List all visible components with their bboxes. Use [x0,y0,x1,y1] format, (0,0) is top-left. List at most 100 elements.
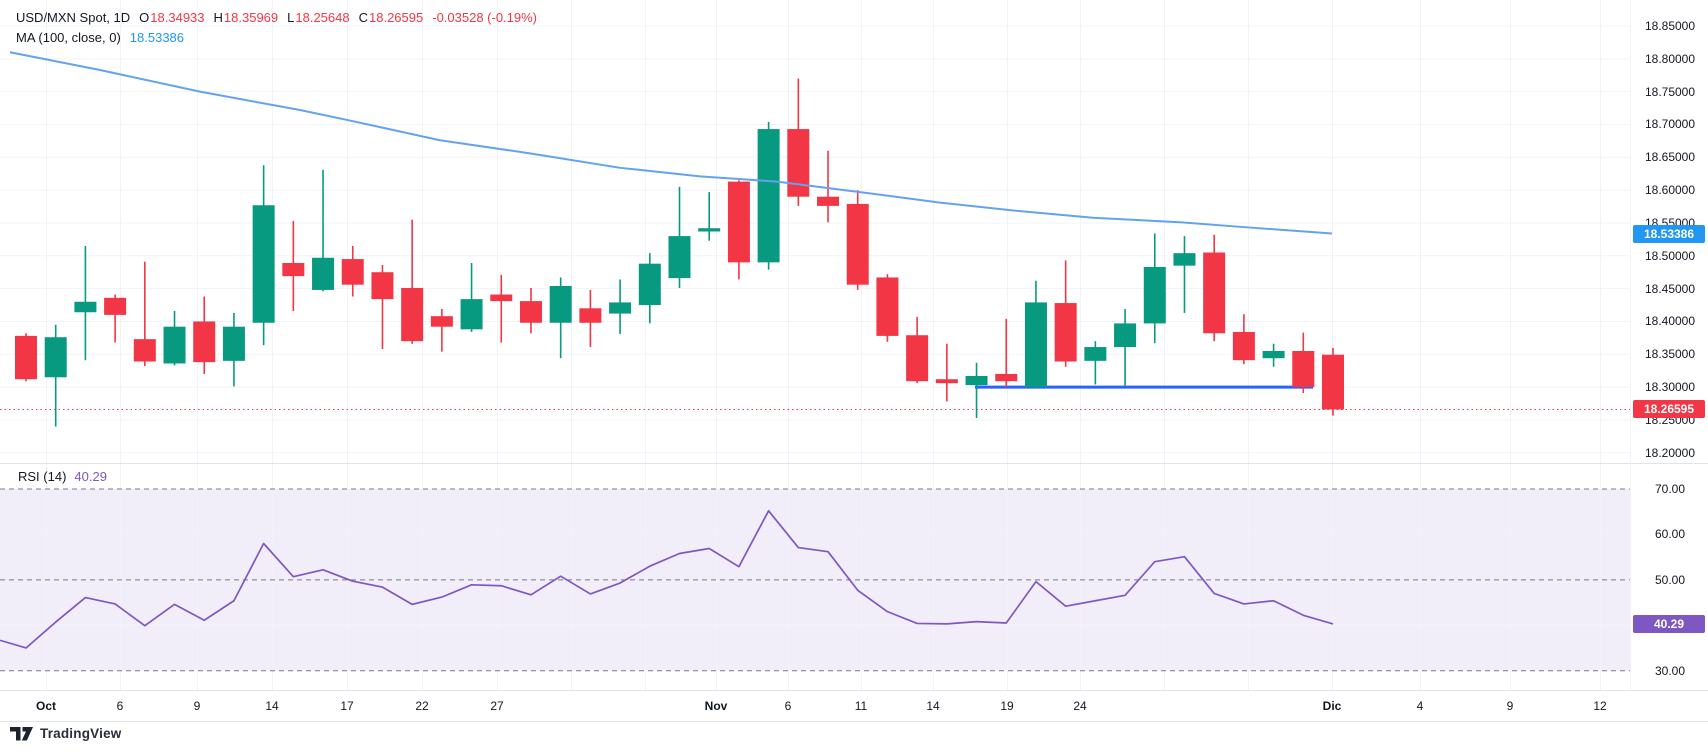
ma-price-badge: 18.53386 [1633,224,1705,243]
ma-indicator-row[interactable]: MA (100, close, 0) 18.53386 [16,28,537,48]
rsi-axis-tick: 50.00 [1654,572,1686,587]
time-axis-label: 6 [116,699,124,713]
rsi-indicator-value: 40.29 [74,469,107,484]
candle-body[interactable] [1292,350,1315,388]
candle-body[interactable] [74,301,97,313]
time-axis-label: Dic [1322,699,1342,713]
candle-body[interactable] [282,263,305,277]
low-value: L 18.25648 [287,10,350,25]
rsi-value-badge: 40.29 [1633,614,1705,633]
candle-body[interactable] [163,326,186,364]
candle-body[interactable] [817,196,840,206]
time-axis-label: Nov [704,699,728,713]
time-axis-label: 17 [340,699,354,713]
price-axis[interactable]: 18.85000 18.80000 18.75000 18.70000 18.65000… [1630,0,1708,690]
rsi-indicator-label: RSI (14) [18,469,67,484]
symbol-ohlc-row: USD/MXN Spot, 1D O 18.34933 H 18.35969 L 18… [16,8,537,28]
time-axis[interactable]: Oct 6 9 14 17 22 27 Nov 6 11 14 19 24 Dic 4 9 12 [0,690,1708,722]
candle-body[interactable] [341,259,364,285]
tradingview-logo-icon [10,726,33,740]
rsi-axis-tick: 60.00 [1654,527,1686,542]
change-value: -0.03528 (-0.19%) [432,10,538,25]
last-price-badge: 18.26595 [1633,400,1705,419]
candle-body[interactable] [371,272,394,300]
candle-body[interactable] [668,236,691,279]
ma-indicator-value: 18.53386 [129,30,185,45]
chart-canvas[interactable] [0,0,1630,690]
price-axis-tick: 18.45000 [1644,281,1696,296]
high-value: H 18.35969 [213,10,279,25]
close-value: C 18.26595 [358,10,424,25]
candle-body[interactable] [1024,302,1047,388]
candle-body[interactable] [965,375,988,386]
candle-body[interactable] [519,301,542,323]
candle-body[interactable] [104,297,127,315]
candle-body[interactable] [757,129,780,263]
time-axis-label: 12 [1593,699,1607,713]
candle-body[interactable] [15,335,37,380]
candle-body[interactable] [44,337,67,378]
price-axis-tick: 18.40000 [1644,314,1696,329]
rsi-axis-tick: 30.00 [1654,663,1686,678]
candle-body[interactable] [1084,347,1107,361]
price-axis-tick: 18.70000 [1644,117,1696,132]
open-value: O 18.34933 [139,10,205,25]
time-axis-label: 4 [1416,699,1424,713]
candle-body[interactable] [876,277,899,336]
candle-body[interactable] [698,228,721,232]
time-axis-label: 14 [926,699,940,713]
candle-body[interactable] [549,285,572,323]
symbol-title[interactable]: USD/MXN Spot, 1D [16,10,131,25]
price-axis-tick: 18.65000 [1644,150,1696,165]
candle-body[interactable] [995,373,1018,382]
candle-body[interactable] [906,335,929,382]
rsi-line[interactable] [0,509,1334,649]
candle-body[interactable] [935,379,958,384]
time-axis-label: Oct [35,699,56,713]
candle-body[interactable] [193,321,216,363]
time-axis-label: 22 [415,699,429,713]
candle-body[interactable] [1232,331,1255,361]
tradingview-logo[interactable]: TradingView [10,726,121,741]
time-axis-label: 11 [854,699,868,713]
ma100-line[interactable] [9,51,1333,235]
time-axis-label: 27 [490,699,504,713]
candle-body[interactable] [1173,253,1196,266]
candle-body[interactable] [430,316,453,327]
price-axis-tick: 18.35000 [1644,347,1696,362]
candle-body[interactable] [638,263,661,306]
ma-indicator-label: MA (100, close, 0) [16,30,121,45]
time-axis-label: 9 [193,699,201,713]
candle-body[interactable] [1321,354,1344,410]
candle-body[interactable] [579,308,602,323]
candle-body[interactable] [222,326,245,361]
candle-body[interactable] [846,203,869,285]
price-axis-tick: 18.85000 [1644,18,1696,33]
candle-body[interactable] [133,339,156,362]
candle-body[interactable] [1262,350,1285,359]
candle-body[interactable] [609,302,632,314]
rsi-indicator-row[interactable]: RSI (14) 40.29 [18,469,107,484]
tradingview-logo-text: TradingView [40,726,122,741]
candle-body[interactable] [490,294,513,302]
price-axis-tick: 18.80000 [1644,51,1696,66]
candle-body[interactable] [1054,303,1077,362]
price-axis-tick: 18.20000 [1644,445,1696,460]
candle-body[interactable] [1143,266,1166,324]
price-axis-tick: 18.75000 [1644,84,1696,99]
time-axis-label: 24 [1073,699,1087,713]
price-axis-tick: 18.30000 [1644,380,1696,395]
candle-body[interactable] [312,257,335,290]
candle-body[interactable] [727,181,750,263]
candle-body[interactable] [252,205,275,323]
candle-body[interactable] [1203,252,1226,334]
price-axis-tick: 18.60000 [1644,183,1696,198]
candle-body[interactable] [787,129,810,197]
time-axis-label: 14 [265,699,279,713]
pane-divider[interactable] [0,463,1708,464]
candle-body[interactable] [1114,323,1137,348]
time-axis-label: 9 [1506,699,1514,713]
candle-body[interactable] [401,287,424,342]
candle-body[interactable] [460,299,483,330]
